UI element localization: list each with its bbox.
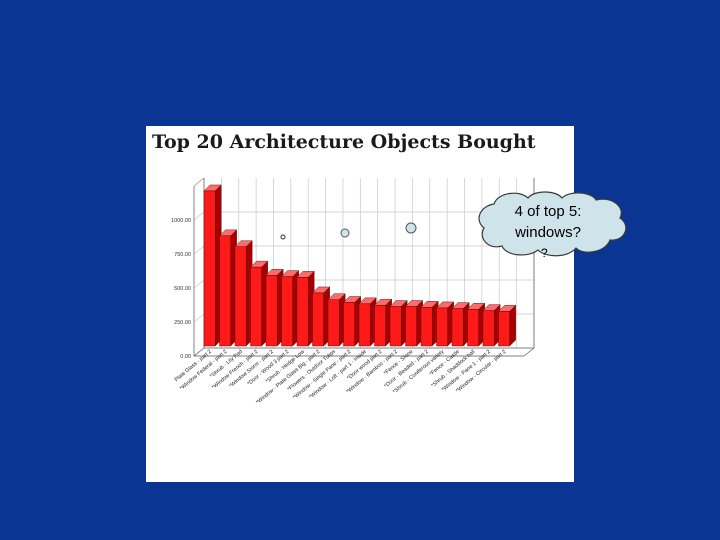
bar xyxy=(265,268,284,347)
bar xyxy=(250,260,269,347)
bar xyxy=(467,302,486,347)
bar xyxy=(389,300,408,347)
bar-front xyxy=(203,190,216,347)
bar-front xyxy=(467,309,479,347)
bar xyxy=(482,304,501,347)
callout-line-2: windows? xyxy=(515,224,581,241)
bar-front xyxy=(374,304,386,347)
bar xyxy=(358,297,377,347)
thought-bubble-callout xyxy=(478,191,627,257)
gridline-side xyxy=(193,211,205,221)
bar xyxy=(281,270,300,347)
marker-small xyxy=(280,234,286,240)
bar xyxy=(234,240,253,347)
gridline-side xyxy=(193,245,205,255)
marker-large xyxy=(405,222,417,234)
floor-side-edge xyxy=(193,347,205,357)
chart-panel: 0.00 250.00 500.00 750.00 1000.00 Plate Glas… xyxy=(146,126,574,482)
gridline-side xyxy=(193,313,205,323)
callout-text: 4 of top 5: windows? xyxy=(484,201,612,243)
side-wall-edge xyxy=(193,177,205,187)
bar xyxy=(203,184,222,347)
bar-front xyxy=(296,277,309,347)
y-tick-label: 1000.00 xyxy=(171,218,191,224)
y-tick-label: 500.00 xyxy=(174,286,191,292)
marker-medium xyxy=(340,228,350,238)
callout-line-1: 4 of top 5: xyxy=(514,203,582,220)
bar-front xyxy=(420,307,433,347)
bar xyxy=(219,229,238,347)
y-tick-label: 750.00 xyxy=(174,252,191,258)
bar-front xyxy=(358,303,371,347)
bar xyxy=(374,298,393,347)
bar xyxy=(498,304,517,347)
bar-front xyxy=(498,311,510,347)
bar xyxy=(405,300,424,347)
bar-side xyxy=(509,304,516,347)
floor-right-edge xyxy=(523,347,535,357)
bar-front xyxy=(482,310,495,347)
bar-front xyxy=(281,276,293,347)
chart-title: Top 20 Architecture Objects Bought xyxy=(152,131,536,153)
bar-front xyxy=(250,266,262,347)
bar xyxy=(451,302,470,347)
bar-front xyxy=(343,302,355,347)
bar-front xyxy=(312,292,324,347)
bar xyxy=(312,286,331,347)
bar xyxy=(420,300,439,347)
callout-question-mark: ? xyxy=(541,246,548,260)
y-tick-label: 250.00 xyxy=(174,320,191,326)
bar xyxy=(296,270,315,347)
bar-front xyxy=(436,307,448,347)
bar-front xyxy=(327,299,340,347)
bar-front xyxy=(234,246,247,347)
bar-front xyxy=(265,275,278,347)
bar xyxy=(343,295,362,347)
bar-front xyxy=(451,308,464,347)
bar xyxy=(327,293,346,347)
y-tick-label: 0.00 xyxy=(180,354,191,360)
bar-front xyxy=(219,235,231,347)
bar-front xyxy=(405,306,417,347)
bar-front xyxy=(389,306,402,347)
gridline-side xyxy=(193,279,205,289)
bar xyxy=(436,301,455,347)
